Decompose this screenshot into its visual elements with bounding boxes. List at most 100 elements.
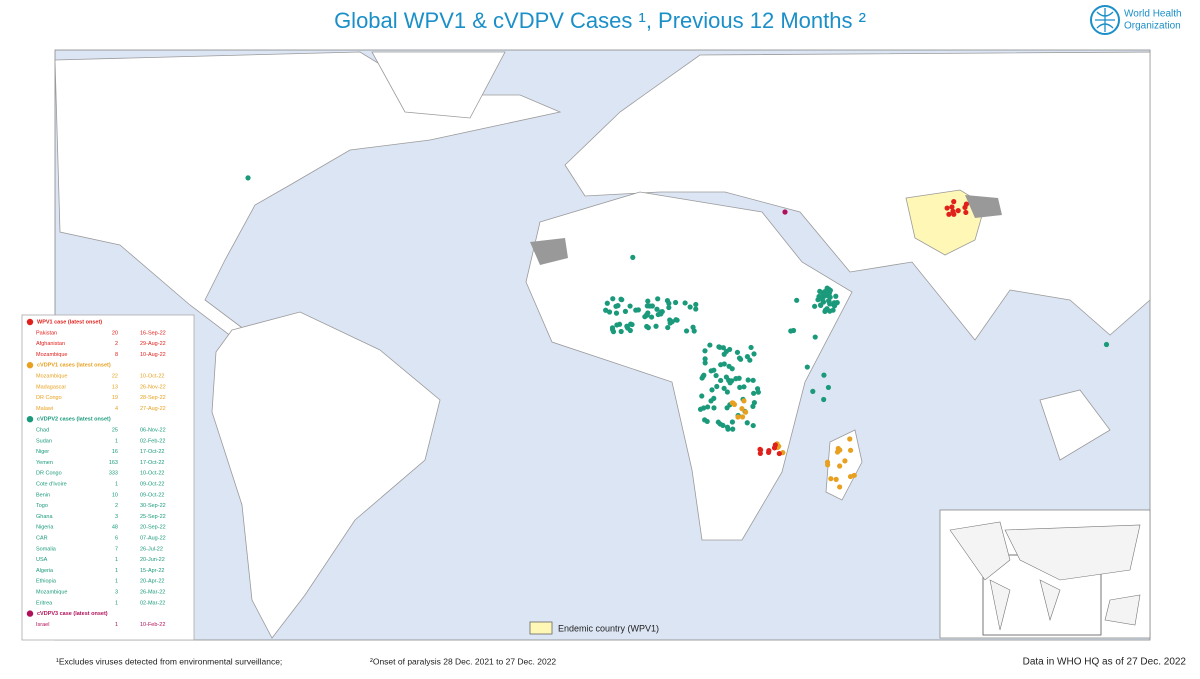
case-dot: [772, 442, 778, 448]
count: 25: [112, 427, 118, 433]
case-dot: [827, 301, 833, 307]
case-dot: [743, 409, 749, 415]
country: Cote d'Ivoire: [36, 481, 67, 487]
case-dot: [707, 342, 713, 348]
count: 1: [115, 568, 118, 574]
case-dot: [714, 383, 720, 390]
case-dot: [720, 345, 727, 351]
case-dot: [757, 450, 763, 457]
case-dot: [744, 420, 750, 426]
case-dot: [815, 297, 821, 303]
case-dot: [687, 304, 693, 310]
case-dot: [702, 360, 708, 366]
case-dot: [834, 449, 841, 455]
date: 06-Nov-22: [140, 427, 166, 433]
case-dot: [822, 308, 828, 315]
legend-swatch: [529, 621, 553, 635]
case-dot: [827, 287, 833, 293]
case-dot: [702, 348, 708, 354]
case-dot: [682, 300, 688, 306]
country: Yemen: [36, 460, 53, 466]
case-dot: [645, 298, 651, 304]
country: Malawi: [36, 406, 53, 412]
date: 28-Sep-22: [140, 395, 166, 401]
count: 22: [112, 373, 118, 379]
case-dot: [647, 303, 653, 309]
date: 20-Sep-22: [140, 525, 166, 531]
case-dot: [837, 463, 843, 469]
case-dot: [833, 293, 839, 299]
country: Mozambique: [36, 373, 68, 379]
case-dot: [613, 310, 620, 316]
case-dot: [658, 311, 664, 317]
country: Algeria: [36, 568, 54, 574]
country: Israel: [36, 622, 49, 628]
case-dot: [745, 377, 751, 383]
case-dot: [765, 449, 772, 456]
case-dot: [750, 377, 756, 383]
case-dot: [741, 384, 747, 390]
case-dot: [737, 384, 743, 391]
case-dot: [730, 400, 736, 406]
case-dot: [831, 300, 837, 306]
country: Ghana: [36, 514, 53, 520]
case-dot: [699, 375, 705, 381]
date: 02-Mar-22: [140, 600, 165, 606]
country: Pakistan: [36, 330, 57, 336]
case-dot: [627, 303, 633, 309]
case-dot: [711, 405, 717, 411]
group-header: WPV1 case (latest onset): [37, 319, 102, 325]
count: 16: [112, 449, 118, 455]
case-dot: [701, 405, 707, 411]
case-dot: [734, 349, 741, 355]
case-dot: [962, 204, 968, 211]
case-dot: [702, 356, 708, 362]
case-dot: [950, 208, 956, 214]
logo-text: World Health: [1124, 9, 1182, 20]
case-dot: [747, 357, 753, 363]
date: 26-Nov-22: [140, 384, 166, 390]
count: 3: [115, 589, 118, 595]
date: 17-Oct-22: [140, 449, 164, 455]
case-dot: [666, 300, 672, 306]
case-dot: [788, 328, 794, 334]
group-header: cVDPV3 case (latest onset): [37, 611, 108, 617]
case-dot: [645, 325, 651, 331]
case-dot: [704, 418, 710, 425]
country: Somalia: [36, 546, 57, 552]
country: USA: [36, 557, 48, 563]
group-dot: [26, 416, 34, 423]
case-dot: [738, 356, 744, 362]
count: 1: [115, 481, 118, 487]
case-dot: [949, 204, 955, 210]
case-dot: [727, 380, 733, 386]
country: Chad: [36, 427, 49, 433]
case-dot: [665, 324, 671, 331]
case-dot: [610, 296, 616, 302]
case-dot: [825, 384, 832, 391]
case-dot: [830, 307, 836, 313]
case-dot: [604, 300, 610, 306]
country: Mozambique: [36, 352, 68, 358]
case-dot: [655, 296, 661, 302]
count: 8: [115, 352, 118, 358]
inset-map: [939, 509, 1151, 639]
case-dot: [705, 404, 711, 410]
date: 09-Oct-22: [140, 492, 164, 498]
case-dot: [666, 304, 672, 311]
case-dot: [750, 422, 756, 429]
count: 7: [115, 546, 118, 552]
legend-label: Endemic country (WPV1): [558, 623, 659, 633]
count: 1: [115, 557, 118, 563]
case-dot: [733, 376, 739, 382]
case-dot: [729, 419, 735, 425]
case-dot: [804, 364, 810, 370]
date: 17-Oct-22: [140, 460, 164, 466]
case-table: [21, 314, 195, 641]
case-dot: [628, 321, 634, 327]
case-dot: [955, 208, 961, 214]
date: 10-Aug-22: [140, 352, 166, 358]
case-dot: [606, 309, 613, 315]
case-dot: [724, 389, 730, 395]
